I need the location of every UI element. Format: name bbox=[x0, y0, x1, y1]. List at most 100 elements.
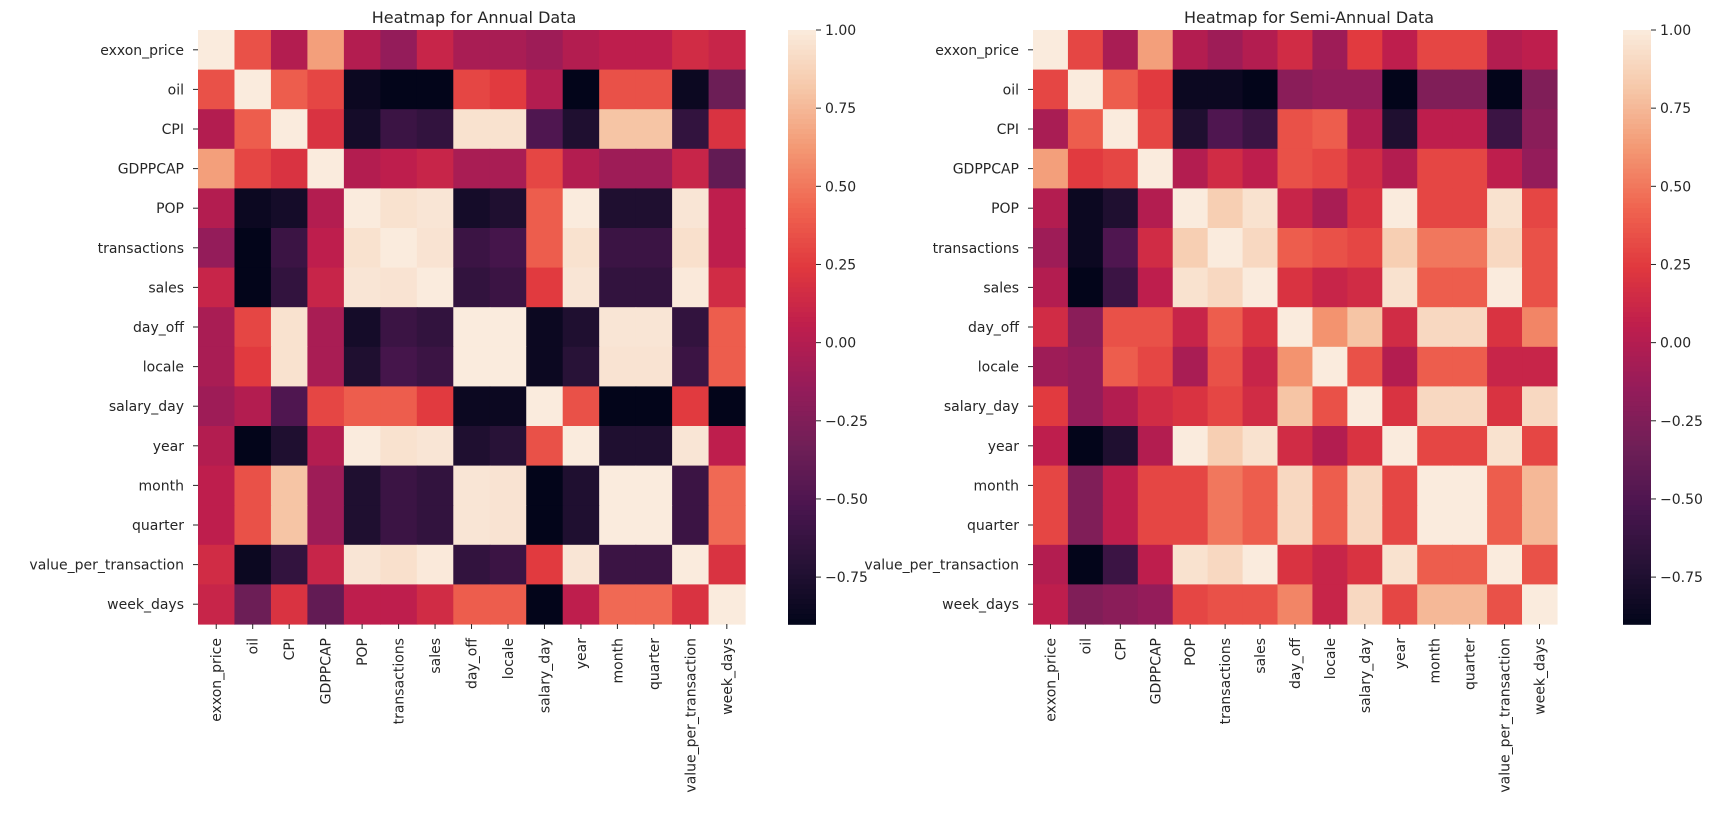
heatmap-cell bbox=[1382, 386, 1418, 427]
colorbar-segment bbox=[1623, 604, 1651, 610]
colorbar-segment bbox=[1623, 109, 1651, 115]
heatmap-cell bbox=[599, 148, 637, 189]
heatmap-cell bbox=[489, 228, 527, 269]
colorbar-segment bbox=[1623, 208, 1651, 214]
colorbar-segment bbox=[788, 228, 816, 234]
heatmap-cell bbox=[1417, 386, 1453, 427]
heatmap-cell bbox=[1033, 505, 1069, 546]
heatmap-cell bbox=[635, 30, 673, 71]
row-label-transactions: transactions bbox=[98, 241, 184, 257]
colorbar-segment bbox=[1623, 490, 1651, 497]
colorbar-segment bbox=[788, 515, 816, 521]
colorbar-segment bbox=[1623, 84, 1651, 91]
row-label-day-off: day_off bbox=[133, 320, 184, 336]
heatmap-cell bbox=[1033, 386, 1069, 427]
heatmap-cell bbox=[526, 148, 564, 189]
heatmap-cell bbox=[562, 188, 600, 229]
heatmap-cell bbox=[1207, 109, 1244, 150]
heatmap-cell bbox=[234, 188, 272, 229]
heatmap-cell bbox=[672, 69, 710, 110]
colorbar-segment bbox=[1623, 158, 1651, 165]
colorbar-segment bbox=[788, 44, 816, 51]
colorbar-segment bbox=[1623, 614, 1651, 620]
colorbar-segment bbox=[1623, 356, 1651, 363]
colorbar-segment bbox=[788, 257, 816, 264]
heatmap-cell bbox=[307, 544, 345, 585]
colorbar-tick-label: −0.75 bbox=[1660, 570, 1703, 586]
colorbar-segment bbox=[1623, 287, 1651, 294]
heatmap-cell bbox=[416, 148, 454, 189]
heatmap-cell bbox=[489, 307, 527, 348]
heatmap-cell bbox=[635, 228, 673, 269]
heatmap-cell bbox=[1277, 465, 1314, 506]
colorbar-segment bbox=[1623, 599, 1651, 605]
colorbar-segment bbox=[1623, 534, 1651, 541]
colorbar-segment bbox=[788, 297, 816, 304]
heatmap-cell bbox=[1137, 307, 1174, 348]
heatmap-cell bbox=[1347, 346, 1383, 387]
heatmap-cell bbox=[526, 307, 564, 348]
colorbar-segment bbox=[1623, 312, 1651, 318]
annual-column-labels: exxon_price oil CPI GDPPCAP POP transactions s… bbox=[209, 624, 736, 793]
heatmap-cell bbox=[1312, 307, 1348, 348]
heatmap-cell bbox=[1277, 109, 1314, 150]
heatmap-cell bbox=[416, 188, 454, 229]
heatmap-cell bbox=[453, 69, 491, 110]
heatmap-cell bbox=[1452, 188, 1488, 229]
colorbar-segment bbox=[1623, 331, 1651, 338]
heatmap-cell bbox=[1102, 426, 1139, 467]
colorbar-segment bbox=[788, 346, 816, 353]
colorbar-segment bbox=[1623, 218, 1651, 224]
heatmap-cell bbox=[1067, 465, 1104, 506]
colorbar-segment bbox=[788, 39, 816, 46]
heatmap-cell bbox=[380, 346, 418, 387]
heatmap-cell bbox=[1137, 267, 1174, 308]
heatmap-cell bbox=[672, 584, 710, 625]
heatmap-cell bbox=[1033, 148, 1069, 189]
colorbar-segment bbox=[788, 317, 816, 323]
heatmap-cell bbox=[562, 386, 600, 427]
row-label-salary-day: salary_day bbox=[944, 399, 1019, 415]
colorbar-segment bbox=[1623, 584, 1651, 591]
semi-annual-heatmap-title: Heatmap for Semi-Annual Data bbox=[1184, 8, 1434, 27]
heatmap-cell bbox=[1382, 109, 1418, 150]
colorbar-segment bbox=[788, 119, 816, 125]
heatmap-cell bbox=[1347, 30, 1383, 71]
colorbar-segment bbox=[1623, 188, 1651, 195]
heatmap-cell bbox=[1207, 307, 1244, 348]
heatmap-cell bbox=[1277, 267, 1314, 308]
heatmap-cell bbox=[234, 109, 272, 150]
colorbar-segment bbox=[1623, 317, 1651, 323]
heatmap-cell bbox=[489, 267, 527, 308]
colorbar-tick-label: −0.50 bbox=[1660, 492, 1703, 508]
heatmap-cell bbox=[1277, 228, 1314, 269]
heatmap-cell bbox=[562, 30, 600, 71]
heatmap-cell bbox=[1347, 69, 1383, 110]
heatmap-cell bbox=[343, 426, 381, 467]
heatmap-cell bbox=[270, 505, 309, 546]
heatmap-cell bbox=[708, 544, 746, 585]
heatmap-cell bbox=[562, 584, 600, 625]
colorbar-segment bbox=[788, 143, 816, 150]
heatmap-cell bbox=[198, 69, 236, 110]
heatmap-cell bbox=[1102, 267, 1139, 308]
colorbar-segment bbox=[1623, 153, 1651, 160]
colorbar-segment bbox=[1623, 138, 1651, 145]
colorbar-segment bbox=[788, 539, 816, 546]
heatmap-cell bbox=[672, 30, 710, 71]
heatmap-cell bbox=[1207, 346, 1244, 387]
colorbar-segment bbox=[1623, 589, 1651, 596]
colorbar-segment bbox=[788, 114, 816, 120]
colorbar-tick-label: 1.00 bbox=[825, 23, 856, 39]
colorbar-segment bbox=[1623, 525, 1651, 531]
heatmap-cell bbox=[453, 30, 491, 71]
heatmap-cell bbox=[1417, 228, 1453, 269]
colorbar-segment bbox=[1623, 49, 1651, 56]
heatmap-cell bbox=[1417, 267, 1453, 308]
colorbar-segment bbox=[788, 525, 816, 531]
heatmap-cell bbox=[343, 148, 381, 189]
colorbar-segment bbox=[1623, 510, 1651, 516]
heatmap-cell bbox=[1137, 584, 1174, 625]
colorbar-segment bbox=[1623, 143, 1651, 150]
colorbar-segment bbox=[788, 356, 816, 363]
